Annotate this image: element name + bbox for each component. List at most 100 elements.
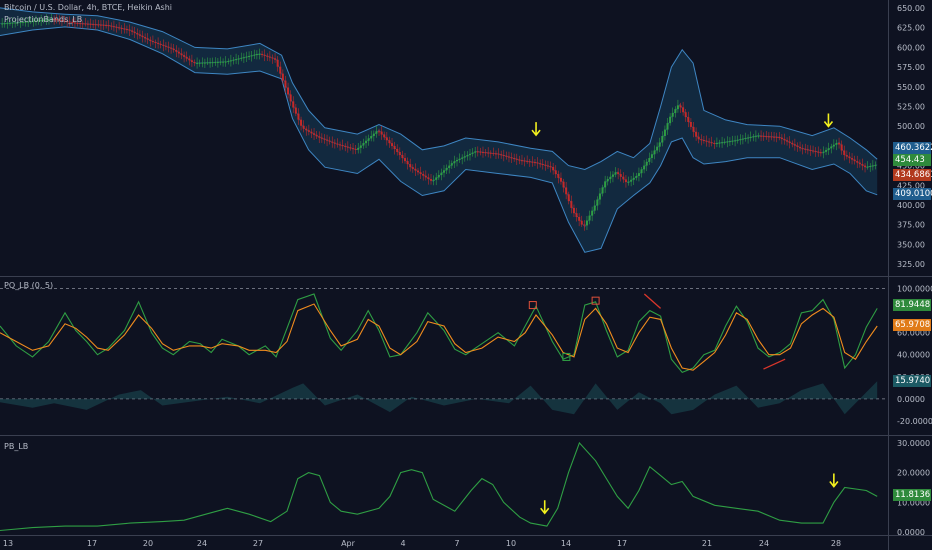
indicator-po-label[interactable]: PO_LB (0, 5) [4,281,54,290]
candle-body [281,73,284,81]
candle-body [73,22,76,24]
candle-body [484,152,487,154]
candle-body [118,27,121,29]
arrow-down-marker [540,500,550,515]
symbol-title[interactable]: Bitcoin / U.S. Dollar, 4h, BTCE, Heikin … [4,3,172,12]
candle-body [435,177,438,180]
candle-body [723,141,726,143]
candle-body [107,25,110,27]
candle-body [778,137,781,139]
candle-body [396,149,399,153]
projection-band-fill [0,7,878,253]
candle-body [718,142,721,144]
candle-body [375,131,378,134]
candle-body [346,146,349,148]
candle-body [102,24,105,26]
candle-body [598,193,601,200]
x-tick-label: 14 [561,539,571,548]
candle-body [24,21,27,23]
candle-body [274,58,277,60]
candle-body [190,60,193,62]
candle-body [331,141,334,143]
candle-body [328,140,331,142]
candle-body [687,117,690,122]
y-tick-label: 450.00 [897,162,925,171]
candle-body [518,159,521,161]
candle-body [692,126,695,132]
candle-body [162,44,165,46]
candle-body [830,146,833,149]
candle-body [276,59,279,67]
candle-body [84,23,87,25]
y-tick-label: -20.0000 [897,417,932,426]
candle-body [656,146,659,151]
candle-body [614,172,617,175]
candle-body [635,175,638,178]
candle-body [216,61,219,63]
candle-body [450,163,453,166]
candle-body [731,140,734,142]
candle-body [123,28,126,30]
last-value-tag: 434.6861 [893,169,932,181]
candle-body [663,129,666,137]
candle-body [253,54,256,56]
y-tick-label: 550.00 [897,83,925,92]
candle-body [409,164,412,168]
candle-body [578,216,581,221]
candle-body [222,61,225,63]
candle-body [835,142,838,145]
pivot-box-marker [591,296,600,305]
price-pane[interactable] [0,7,878,253]
candle-body [47,19,50,21]
candle-body [297,113,300,120]
candle-body [287,87,290,95]
indicator-projection-bands-label[interactable]: ProjectionBands_LB [4,15,83,24]
candle-body [68,21,71,23]
candle-body [557,174,560,178]
candle-body [313,133,316,135]
candle-body [682,107,685,113]
last-value-tag: 81.9448 [893,299,931,311]
candle-body [66,21,69,23]
candle-body [27,21,30,23]
candle-body [463,156,466,158]
candle-body [515,158,518,160]
candle-body [209,62,212,64]
candle-body [765,136,768,138]
candle-body [323,138,326,140]
candle-body [229,60,232,62]
candle-body [471,152,474,154]
candle-body [401,155,404,159]
x-tick-label: 21 [702,539,712,548]
candle-body [468,153,471,156]
candle-body [580,220,583,225]
candle-body [336,143,339,145]
candle-body [53,19,56,21]
projection-band-upper [0,7,878,171]
candle-body [856,161,859,163]
candle-body [164,45,167,47]
candle-body [806,149,809,151]
pb-pane[interactable] [0,441,878,532]
indicator-pb-label[interactable]: PB_LB [4,442,29,451]
candle-body [294,107,297,114]
candle-body [775,136,778,138]
candle-body [838,142,841,145]
candle-body [86,23,89,25]
candle-body [203,62,206,64]
candle-body [372,133,375,137]
candle-body [300,119,303,126]
x-tick-label: 24 [759,539,769,548]
candle-body [170,47,173,49]
candle-body [679,105,682,108]
candle-body [248,55,251,57]
candle-body [666,123,669,130]
oscillator-pane[interactable] [0,288,888,415]
candle-body [728,141,731,143]
candle-body [354,148,357,150]
candle-body [575,213,578,217]
candle-body [261,53,264,55]
candle-body [211,62,214,64]
candle-body [443,170,445,173]
